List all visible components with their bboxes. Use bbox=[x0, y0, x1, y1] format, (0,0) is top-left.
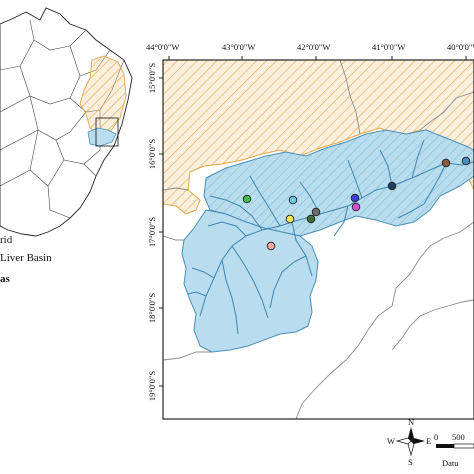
main-map-frame bbox=[162, 59, 474, 420]
station-marker-4 bbox=[311, 207, 321, 217]
inset-country-outline bbox=[0, 7, 133, 237]
lon-tick-label-1: 43°0'0"W bbox=[222, 42, 255, 52]
legend-item-0-label: rid bbox=[0, 234, 13, 246]
datum-label: Datu bbox=[442, 458, 459, 468]
lat-tick-labels: 15°0'0"S 16°0'0"S 17°0'0"S 18°0'0"S 19°0… bbox=[147, 63, 157, 401]
lat-tick-label-1: 16°0'0"S bbox=[147, 139, 157, 169]
station-marker-8 bbox=[387, 181, 397, 191]
lon-tick-label-4: 40°0'0"W bbox=[447, 42, 474, 52]
lat-tick-marks bbox=[159, 77, 163, 387]
station-marker-5 bbox=[306, 214, 316, 224]
station-marker-9 bbox=[441, 158, 451, 168]
legend-item-1-label: Liver Basin bbox=[0, 252, 52, 264]
lat-tick-label-0: 15°0'0"S bbox=[147, 63, 157, 93]
station-marker-6 bbox=[350, 193, 360, 203]
inset-map bbox=[0, 7, 133, 237]
station-marker-10 bbox=[461, 156, 471, 166]
north-arrow-icon bbox=[408, 427, 414, 441]
lon-tick-label-2: 42°0'0"W bbox=[297, 42, 330, 52]
lat-tick-label-2: 17°0'0"S bbox=[147, 217, 157, 247]
inset-semiarid-area bbox=[79, 55, 127, 137]
compass-n: N bbox=[408, 417, 414, 427]
station-marker-3 bbox=[266, 241, 276, 251]
lon-tick-label-3: 41°0'0"W bbox=[372, 42, 405, 52]
basin-plain-part bbox=[181, 209, 319, 353]
lon-tick-labels: 44°0'0"W 43°0'0"W 42°0'0"W 41°0'0"W 40°0… bbox=[146, 42, 474, 52]
inset-study-frame bbox=[95, 117, 119, 147]
station-marker-7 bbox=[351, 202, 361, 212]
inset-legend: rid Liver Basin as bbox=[0, 234, 52, 285]
compass-e: E bbox=[426, 436, 431, 446]
compass-rose-icon: N S E W bbox=[387, 417, 431, 467]
lat-tick-label-4: 19°0'0"S bbox=[147, 371, 157, 401]
station-marker-1 bbox=[288, 195, 298, 205]
compass-s: S bbox=[408, 457, 413, 467]
station-markers bbox=[242, 156, 471, 251]
scale-label-1: 500 bbox=[452, 432, 465, 442]
state-borders bbox=[163, 60, 474, 419]
river-network bbox=[187, 139, 474, 335]
legend-item-2-label: as bbox=[0, 273, 11, 285]
scale-label-0: 0 bbox=[434, 432, 438, 442]
lon-tick-marks bbox=[168, 56, 467, 60]
station-marker-0 bbox=[242, 194, 252, 204]
lat-tick-label-3: 18°0'0"S bbox=[147, 293, 157, 323]
lon-tick-label-0: 44°0'0"W bbox=[146, 42, 179, 52]
main-map-content bbox=[163, 60, 474, 419]
scale-bar: 0 500 Datu bbox=[434, 432, 474, 468]
inset-basin-area bbox=[87, 127, 117, 147]
station-marker-2 bbox=[285, 214, 295, 224]
compass-w: W bbox=[387, 436, 395, 446]
